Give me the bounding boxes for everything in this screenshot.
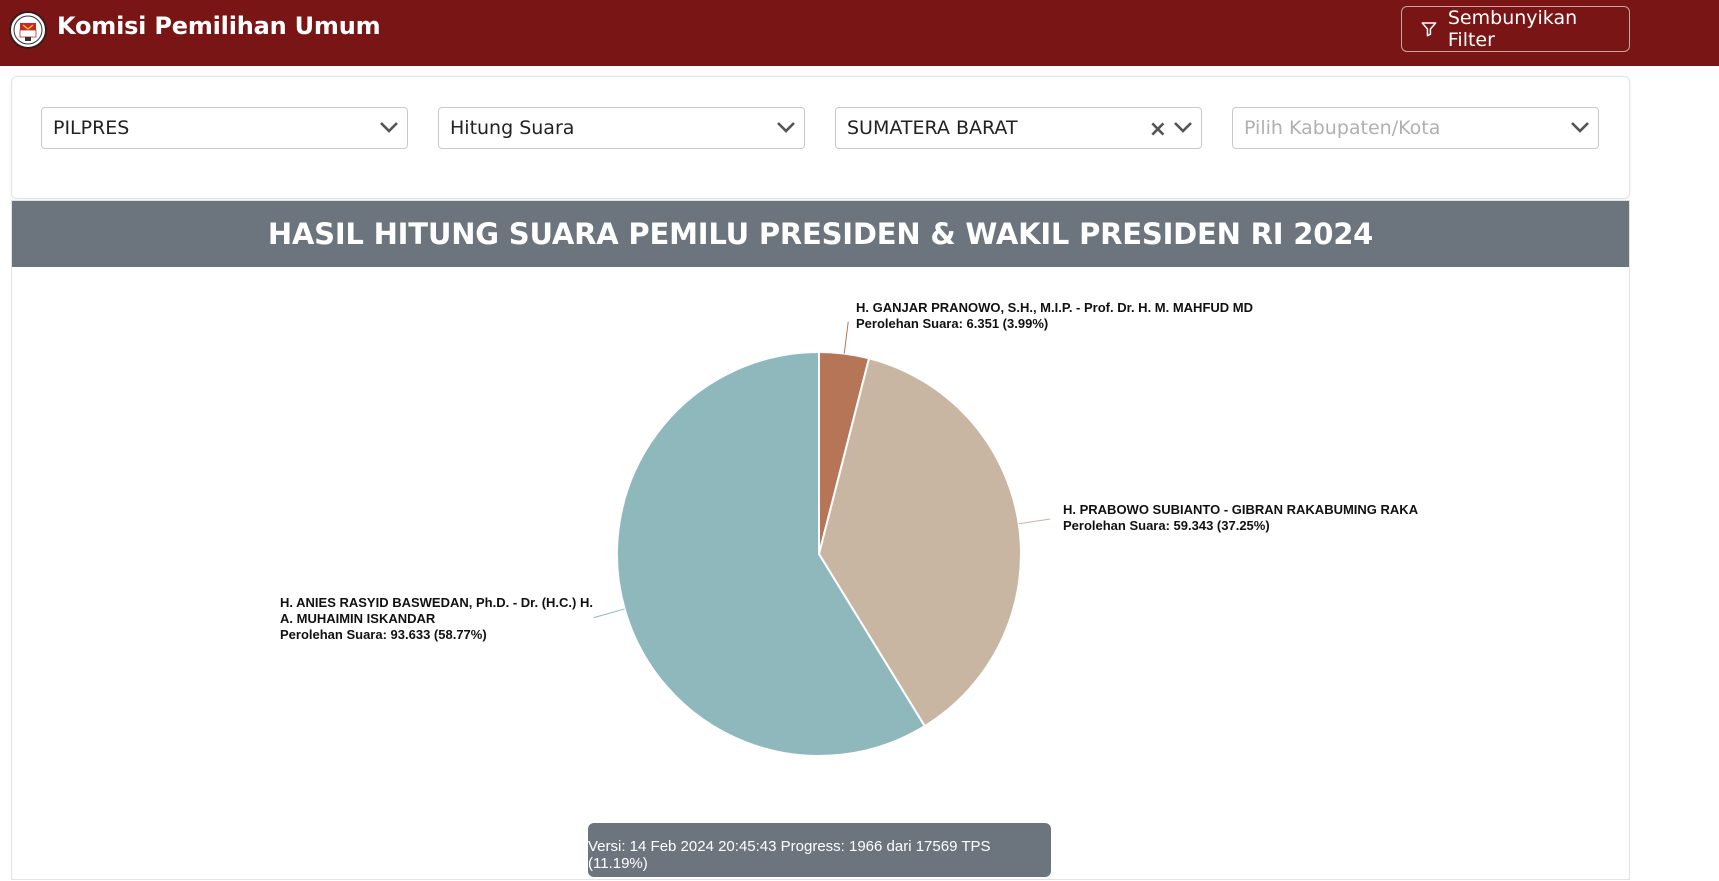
slice-label-2-line-1: A. MUHAIMIN ISKANDAR <box>280 611 436 626</box>
leader-line-1 <box>1018 518 1051 525</box>
pie-chart: H. GANJAR PRANOWO, S.H., M.I.P. - Prof. … <box>280 300 1419 757</box>
version-progress-badge: Versi: 14 Feb 2024 20:45:43 Progress: 19… <box>588 823 1051 877</box>
count-type-select-value: Hitung Suara <box>450 117 575 139</box>
count-type-select[interactable]: Hitung Suara <box>438 107 805 149</box>
leader-line-0 <box>843 321 849 354</box>
leader-line-2 <box>593 608 625 619</box>
province-select-value: SUMATERA BARAT <box>847 117 1018 139</box>
pie-slice-1[interactable] <box>817 357 1022 728</box>
funnel-icon <box>1421 22 1437 37</box>
chevron-down-icon <box>1174 122 1192 133</box>
chart-card: HASIL HITUNG SUARA PEMILU PRESIDEN & WAK… <box>11 200 1630 880</box>
chevron-down-icon <box>380 122 398 133</box>
chevron-down-icon <box>777 122 795 133</box>
kpu-logo-icon <box>9 11 47 49</box>
slice-label-0-line-0: H. GANJAR PRANOWO, S.H., M.I.P. - Prof. … <box>856 300 1253 315</box>
hide-filter-button[interactable]: Sembunyikan Filter <box>1401 6 1630 52</box>
filter-panel: PILPRES Hitung Suara SUMATERA BARAT × Pi… <box>11 76 1630 199</box>
province-select[interactable]: SUMATERA BARAT × <box>835 107 1202 149</box>
slice-votes-label-1: Perolehan Suara: 59.343 (37.25%) <box>1063 518 1270 533</box>
chevron-down-icon <box>1571 122 1589 133</box>
slice-label-2-line-0: H. ANIES RASYID BASWEDAN, Ph.D. - Dr. (H… <box>280 595 593 610</box>
regency-select[interactable]: Pilih Kabupaten/Kota <box>1232 107 1599 149</box>
pie-slice-2[interactable] <box>616 350 927 757</box>
clear-icon[interactable]: × <box>1148 117 1167 142</box>
election-select-value: PILPRES <box>53 117 130 139</box>
election-select[interactable]: PILPRES <box>41 107 408 149</box>
regency-select-placeholder: Pilih Kabupaten/Kota <box>1244 117 1441 139</box>
hide-filter-label: Sembunyikan Filter <box>1447 7 1578 51</box>
slice-label-1-line-0: H. PRABOWO SUBIANTO - GIBRAN RAKABUMING … <box>1063 502 1419 517</box>
slice-votes-label-0: Perolehan Suara: 6.351 (3.99%) <box>856 316 1048 331</box>
chart-title: HASIL HITUNG SUARA PEMILU PRESIDEN & WAK… <box>12 201 1629 267</box>
brand-title[interactable]: Komisi Pemilihan Umum <box>57 12 381 40</box>
top-navbar: Komisi Pemilihan Umum Sembunyikan Filter <box>0 0 1719 66</box>
slice-votes-label-2: Perolehan Suara: 93.633 (58.77%) <box>280 627 487 642</box>
